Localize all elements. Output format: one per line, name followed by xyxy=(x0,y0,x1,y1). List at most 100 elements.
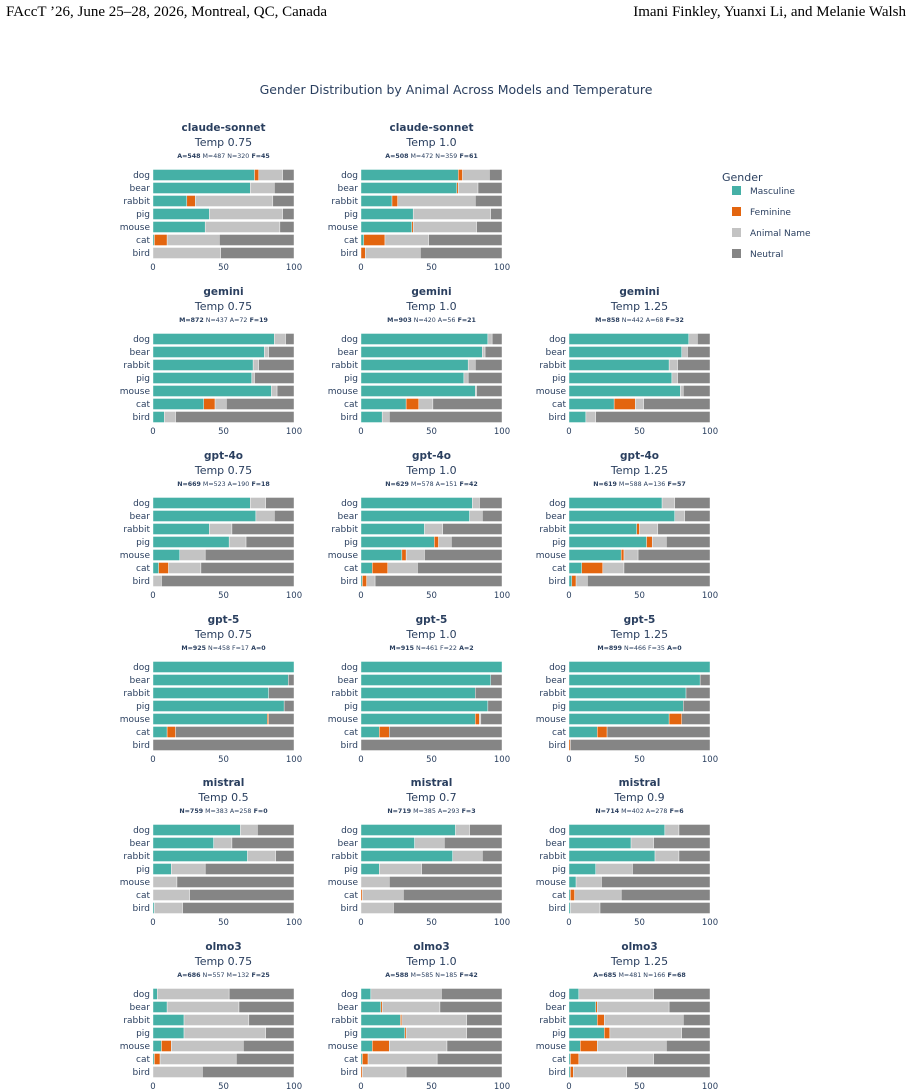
bar-segment-bear-animal-name xyxy=(469,510,483,522)
bar-segment-bird-neutral xyxy=(374,575,503,587)
count-label: N=458 xyxy=(206,645,230,652)
bar-segment-dog-neutral xyxy=(265,497,295,509)
bar-segment-pig-masculine xyxy=(568,372,673,384)
bar-segment-mouse-neutral xyxy=(176,876,295,888)
bar-segment-cat-masculine xyxy=(568,889,571,901)
panel-gpt-5-temp-1.0: gpt-5 Temp 1.0 M=915 N=461 F=22 A=2 dog bear… xyxy=(328,614,510,765)
category-label-bird: bird xyxy=(549,577,566,587)
category-label-pig: pig xyxy=(344,702,358,712)
bar-segment-rabbit-animal-name xyxy=(452,850,483,862)
x-tick-label: 50 xyxy=(218,755,229,765)
bar-segment-bear-animal-name xyxy=(482,346,486,358)
bar-segment-cat-feminine xyxy=(363,234,386,246)
x-tick-label: 50 xyxy=(218,591,229,601)
bar-segment-pig-animal-name xyxy=(463,372,469,384)
x-tick-label: 100 xyxy=(494,918,510,928)
bar-segment-bird-animal-name xyxy=(585,411,596,423)
bar-segment-pig-animal-name xyxy=(651,536,667,548)
bar-segment-dog-neutral xyxy=(491,333,503,345)
bar-segment-rabbit-animal-name xyxy=(654,850,680,862)
bar-segment-pig-neutral xyxy=(467,372,503,384)
bar-segment-bird-animal-name xyxy=(154,902,183,914)
count-label: F=6 xyxy=(667,808,684,815)
bar-segment-mouse-masculine xyxy=(568,549,622,561)
x-tick-label: 100 xyxy=(494,427,510,437)
bar-segment-mouse-animal-name xyxy=(204,221,281,233)
category-label-bear: bear xyxy=(130,676,151,686)
bar-segment-mouse-feminine xyxy=(580,1040,598,1052)
bar-segment-bird-masculine xyxy=(360,575,363,587)
bar-segment-bird-animal-name xyxy=(360,902,394,914)
bar-segment-cat-animal-name xyxy=(574,889,622,901)
category-label-bird: bird xyxy=(133,249,150,259)
category-label-bird: bird xyxy=(549,741,566,751)
category-label-mouse: mouse xyxy=(536,387,567,397)
category-label-rabbit: rabbit xyxy=(331,1016,358,1026)
category-label-mouse: mouse xyxy=(328,715,359,725)
bar-segment-mouse-neutral xyxy=(476,221,503,233)
count-label: N=442 xyxy=(620,317,644,324)
bar-segment-rabbit-neutral xyxy=(685,687,711,699)
category-label-rabbit: rabbit xyxy=(539,1016,566,1026)
x-tick-label: 100 xyxy=(286,263,302,273)
bar-segment-bird-masculine xyxy=(568,575,573,587)
panel-claude-sonnet-temp-1.0: claude-sonnet Temp 1.0 A=508 M=472 N=359 F… xyxy=(328,122,510,273)
bar-segment-mouse-feminine xyxy=(475,713,480,725)
x-tick-label: 0 xyxy=(150,263,155,273)
bar-segment-pig-animal-name xyxy=(183,1027,267,1039)
category-label-cat: cat xyxy=(344,236,358,246)
bar-segment-cat-masculine xyxy=(360,726,380,738)
category-label-dog: dog xyxy=(341,990,358,1000)
x-tick-label: 0 xyxy=(566,1082,571,1092)
bar-segment-pig-masculine xyxy=(568,863,596,875)
count-label: N=185 xyxy=(433,972,457,979)
x-tick-label: 50 xyxy=(426,1082,437,1092)
category-label-cat: cat xyxy=(136,400,150,410)
category-label-bird: bird xyxy=(341,577,358,587)
x-tick-label: 50 xyxy=(634,591,645,601)
x-tick-label: 0 xyxy=(150,918,155,928)
bar-segment-bear-masculine xyxy=(152,837,214,849)
category-label-pig: pig xyxy=(552,702,566,712)
category-label-rabbit: rabbit xyxy=(123,361,150,371)
bar-segment-bear-neutral xyxy=(274,182,295,194)
x-tick-label: 100 xyxy=(702,1082,718,1092)
panel-temperature: Temp 1.25 xyxy=(610,300,668,313)
bar-segment-rabbit-masculine xyxy=(568,523,637,535)
bar-segment-mouse-neutral xyxy=(389,876,503,888)
panel-counts: A=588 M=585 N=185 F=42 xyxy=(385,972,478,979)
bar-segment-cat-feminine xyxy=(166,726,176,738)
panel-temperature: Temp 1.0 xyxy=(405,464,456,477)
bar-segment-bird-animal-name xyxy=(152,1066,203,1078)
bar-segment-dog-animal-name xyxy=(487,333,493,345)
bar-segment-mouse-masculine xyxy=(152,713,268,725)
bar-segment-dog-masculine xyxy=(360,169,459,181)
bar-segment-cat-neutral xyxy=(436,1053,503,1065)
bar-segment-bird-neutral xyxy=(570,739,711,751)
bar-segment-cat-masculine xyxy=(568,726,598,738)
bar-segment-mouse-neutral xyxy=(681,713,711,725)
panel-counts: M=872 N=437 A=72 F=19 xyxy=(179,317,268,324)
panel-temperature: Temp 1.0 xyxy=(405,300,456,313)
category-label-bear: bear xyxy=(546,348,567,358)
bar-segment-pig-neutral xyxy=(282,208,295,220)
bar-segment-bear-animal-name xyxy=(255,510,275,522)
bar-segment-bird-masculine xyxy=(152,411,165,423)
count-label: F=42 xyxy=(457,481,478,488)
bar-segment-mouse-neutral xyxy=(476,385,503,397)
x-tick-label: 50 xyxy=(426,918,437,928)
legend-label-neutral: Neutral xyxy=(750,250,783,260)
bar-segment-rabbit-animal-name xyxy=(604,1014,684,1026)
x-tick-label: 50 xyxy=(426,427,437,437)
bar-segment-pig-animal-name xyxy=(412,208,491,220)
bar-segment-mouse-masculine xyxy=(360,713,476,725)
bar-segment-bird-masculine xyxy=(360,411,383,423)
category-label-mouse: mouse xyxy=(328,551,359,561)
count-label: F=35 xyxy=(646,645,665,652)
x-tick-label: 0 xyxy=(566,755,571,765)
category-label-rabbit: rabbit xyxy=(331,361,358,371)
legend: Gender Masculine Feminine Animal Name Neutr… xyxy=(722,171,811,260)
bar-segment-rabbit-neutral xyxy=(442,523,503,535)
bar-segment-rabbit-masculine xyxy=(568,359,670,371)
bar-segment-dog-masculine xyxy=(360,661,503,673)
